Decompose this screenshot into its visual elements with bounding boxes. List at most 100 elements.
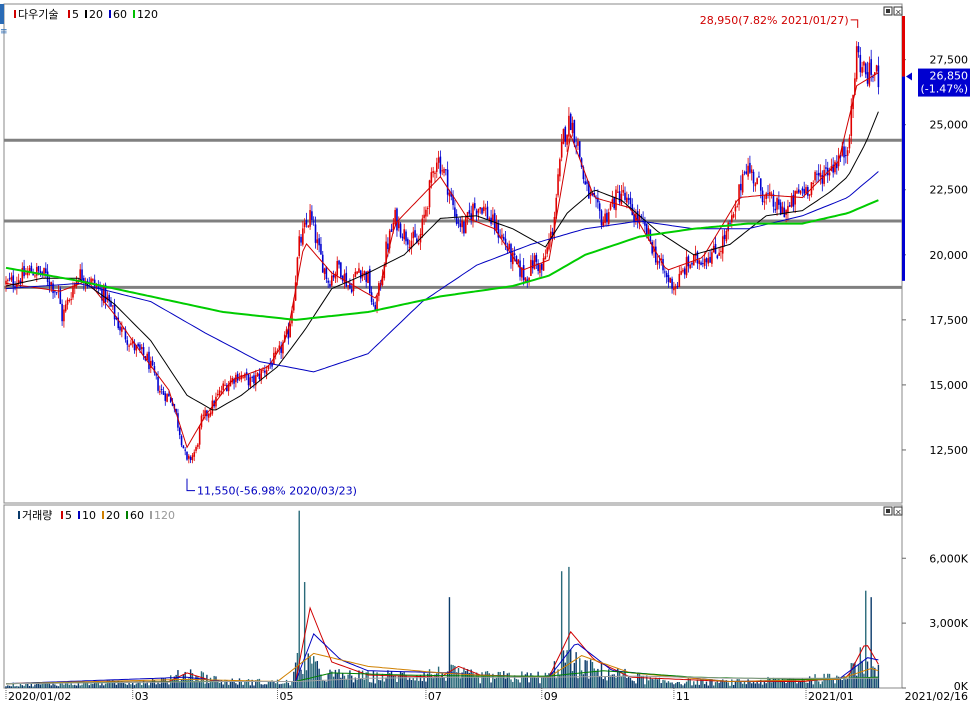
volume-moving-averages <box>5 606 879 685</box>
volume-bar <box>741 683 744 688</box>
candle-body <box>578 141 581 158</box>
candle-body <box>35 267 38 276</box>
svg-text:×: × <box>895 8 902 17</box>
volume-bar <box>548 673 550 688</box>
volume-bar <box>325 681 328 688</box>
volume-legend-swatch-0 <box>18 511 20 519</box>
volume-bar <box>432 678 434 688</box>
current-price-change: (-1.47%) <box>921 83 969 96</box>
volume-bar <box>416 675 418 688</box>
volume-bar <box>115 684 118 688</box>
candle-body <box>553 216 556 234</box>
candle-body <box>609 203 612 210</box>
volume-bar <box>41 683 43 688</box>
volume-bar <box>17 686 20 688</box>
candle-body <box>731 215 733 223</box>
volume-bar <box>365 672 367 688</box>
volume-bar <box>224 679 226 688</box>
volume-bar <box>354 677 357 688</box>
price-legend-swatch-1 <box>68 10 70 18</box>
candle-body <box>365 271 367 282</box>
volume-close-button[interactable]: × <box>893 506 903 517</box>
candle-body <box>425 209 427 217</box>
volume-bar <box>560 571 563 688</box>
candle-body <box>428 180 431 208</box>
volume-bar <box>711 679 713 688</box>
volume-bar <box>665 682 668 688</box>
price-annotations: 28,950(7.82% 2021/01/27) 11,550(-56.98% 2… <box>186 14 859 498</box>
volume-bar <box>108 680 110 688</box>
volume-bar <box>188 678 190 688</box>
volume-bar <box>658 677 661 688</box>
candle-body <box>45 268 47 274</box>
candle-body <box>564 127 567 142</box>
candle-body <box>750 169 753 173</box>
volume-bar <box>854 662 856 688</box>
candle-body <box>644 222 646 226</box>
candle-body <box>502 236 505 240</box>
volume-bar <box>803 680 805 688</box>
candle-body <box>401 236 404 239</box>
volume-bar <box>387 670 389 688</box>
volume-bar <box>12 682 14 688</box>
candle-body <box>633 214 635 222</box>
candle-body <box>604 213 606 223</box>
candle-body <box>19 280 22 284</box>
price-legend-swatch-4 <box>133 10 135 18</box>
candle-body <box>385 241 387 265</box>
candle-body <box>664 271 666 273</box>
candle-body <box>734 206 737 212</box>
candle-body <box>412 231 415 239</box>
volume-bar <box>65 683 67 688</box>
candle-body <box>68 300 71 302</box>
candle-body <box>72 287 74 298</box>
volume-bar <box>358 670 360 688</box>
price-legend-swatch-0 <box>14 10 16 18</box>
volume-bar <box>186 679 188 688</box>
volume-bar <box>300 669 302 688</box>
candle-body <box>738 184 740 205</box>
candle-body <box>743 172 746 174</box>
candle-body <box>334 273 337 279</box>
volume-bar <box>72 685 74 688</box>
volume-bar <box>859 647 862 688</box>
candle-body <box>521 267 523 278</box>
price-maximize-button[interactable] <box>883 6 893 16</box>
volume-bar <box>84 681 87 688</box>
volume-bar <box>779 681 782 688</box>
volume-bar <box>642 675 644 688</box>
candle-body <box>848 137 851 149</box>
volume-bar <box>562 650 565 688</box>
volume-bar <box>236 684 239 688</box>
candle-body <box>318 238 320 246</box>
volume-bar <box>747 679 749 688</box>
candle-body <box>794 190 796 205</box>
side-toolbar-icon[interactable]: ≡ <box>0 27 8 37</box>
volume-bar <box>575 652 577 688</box>
candle-body <box>254 375 257 386</box>
x-tick-label-3: 07 <box>428 690 442 703</box>
candle-body <box>618 191 621 203</box>
candle-body <box>359 270 362 279</box>
candle-body <box>622 189 625 193</box>
candle-body <box>12 275 15 287</box>
volume-bar <box>573 662 576 688</box>
volume-bar <box>322 680 324 688</box>
volume-bar <box>774 678 776 688</box>
volume-bar <box>162 678 165 688</box>
volume-bar <box>421 681 423 688</box>
candle-body <box>278 345 281 351</box>
volume-maximize-button[interactable] <box>883 506 893 516</box>
volume-bar <box>689 678 691 688</box>
candle-body <box>39 270 42 275</box>
volume-bar <box>63 684 65 688</box>
candle-body <box>222 383 224 391</box>
volume-bar <box>436 673 438 688</box>
candle-body <box>307 225 310 227</box>
volume-bar <box>274 683 277 688</box>
candle-body <box>702 263 704 265</box>
candle-body <box>783 207 786 218</box>
candle-body <box>209 412 212 416</box>
candle-body <box>325 266 328 280</box>
price-close-button[interactable]: × <box>893 6 903 17</box>
